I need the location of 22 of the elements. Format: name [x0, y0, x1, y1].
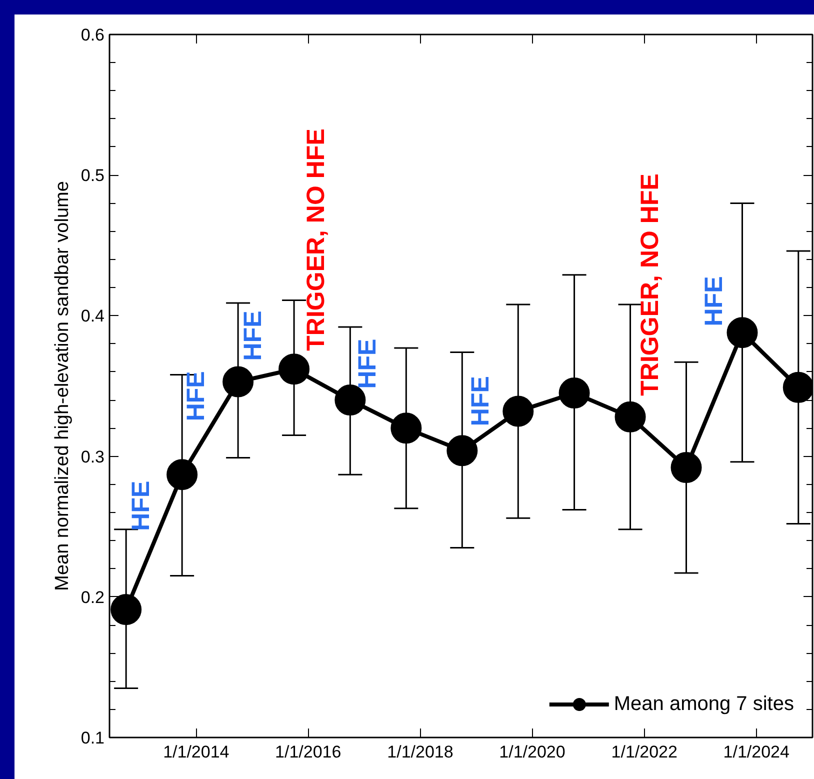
- y-tick-label: 0.1: [80, 728, 105, 748]
- annotation: TRIGGER, NO HFE: [636, 174, 664, 396]
- annotation: HFE: [700, 276, 728, 326]
- legend-label: Mean among 7 sites: [614, 692, 794, 716]
- annotation: TRIGGER, NO HFE: [302, 128, 330, 351]
- x-tick-label: 1/1/2014: [163, 742, 230, 762]
- x-tick-label: 1/1/2016: [275, 742, 342, 762]
- x-tick-label: 1/1/2018: [387, 742, 454, 762]
- annotation: HFE: [127, 480, 156, 531]
- y-tick-label: 0.2: [80, 588, 105, 607]
- annotation: HFE: [354, 338, 382, 389]
- y-axis-title: Mean normalized high-elevation sandbar volume: [52, 181, 73, 591]
- annotation: HFE: [238, 310, 267, 361]
- y-tick-label: 0.3: [80, 447, 105, 466]
- x-tick-label: 1/1/2022: [611, 742, 678, 762]
- annotation: HFE: [466, 376, 495, 426]
- y-tick-label: 0.4: [80, 306, 105, 326]
- x-tick-label: 1/1/2024: [723, 742, 790, 762]
- y-tick-label: 0.6: [80, 26, 105, 44]
- x-tick-label: 1/1/2020: [499, 742, 566, 762]
- annotation: HFE: [182, 371, 210, 422]
- y-tick-label: 0.5: [80, 166, 105, 186]
